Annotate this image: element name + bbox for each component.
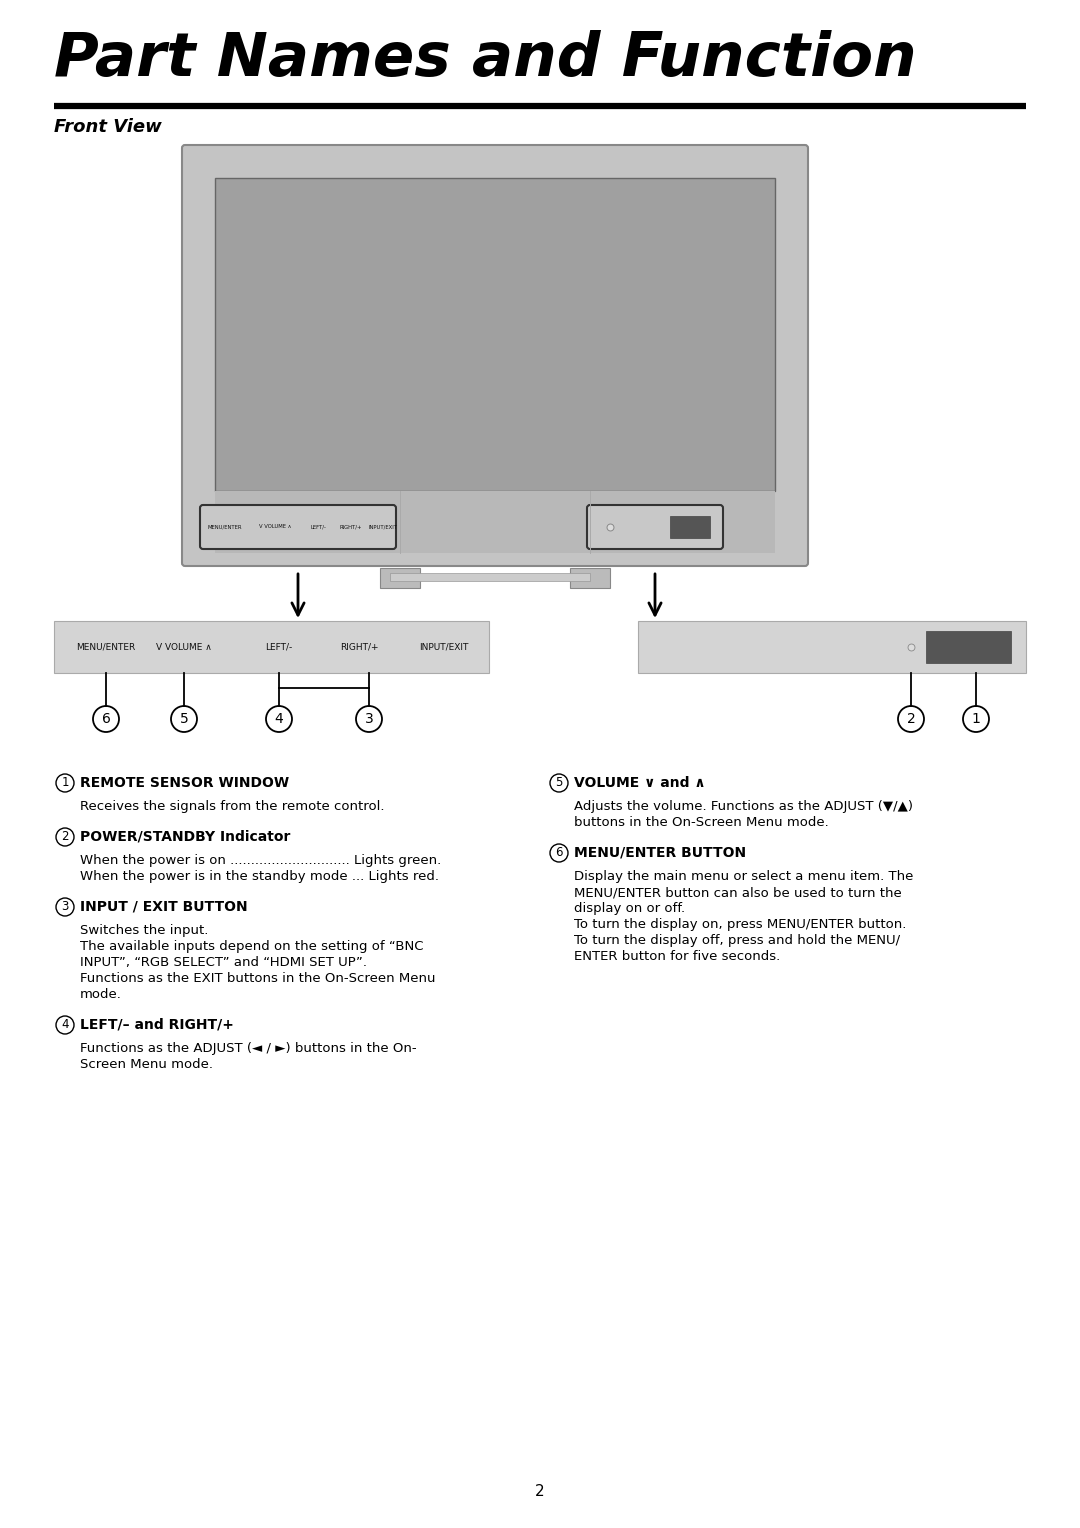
FancyBboxPatch shape [183,145,808,565]
Text: 4: 4 [62,1019,69,1031]
Circle shape [550,843,568,862]
Text: display on or off.: display on or off. [573,902,685,915]
Circle shape [356,706,382,732]
Text: 2: 2 [62,831,69,843]
Text: Part Names and Function: Part Names and Function [54,31,917,89]
Text: LEFT/-: LEFT/- [310,524,326,530]
Text: 5: 5 [555,776,563,790]
Text: 2: 2 [906,712,916,726]
Text: 4: 4 [274,712,283,726]
Text: V VOLUME ∧: V VOLUME ∧ [259,524,292,530]
Text: VOLUME ∨ and ∧: VOLUME ∨ and ∧ [573,776,705,790]
Text: To turn the display off, press and hold the MENU/: To turn the display off, press and hold … [573,934,900,947]
Bar [215,490,775,553]
Text: When the power is on ............................. Lights green.: When the power is on ...................… [80,854,442,866]
Bar [638,620,1026,672]
Bar [215,177,775,490]
Text: 3: 3 [62,900,69,914]
Text: MENU/ENTER button can also be used to turn the: MENU/ENTER button can also be used to tu… [573,886,902,898]
Text: Front View: Front View [54,118,162,136]
Text: REMOTE SENSOR WINDOW: REMOTE SENSOR WINDOW [80,776,289,790]
Text: LEFT/-: LEFT/- [266,642,293,651]
Bar [380,568,420,588]
Circle shape [56,775,75,792]
Bar [390,573,590,581]
Text: 2: 2 [536,1485,544,1499]
Text: Functions as the ADJUST (◄ / ►) buttons in the On-: Functions as the ADJUST (◄ / ►) buttons … [80,1042,417,1054]
Text: mode.: mode. [80,989,122,1001]
Text: LEFT/– and RIGHT/+: LEFT/– and RIGHT/+ [80,1018,234,1031]
Circle shape [897,706,924,732]
Text: INPUT / EXIT BUTTON: INPUT / EXIT BUTTON [80,900,247,914]
Text: ENTER button for five seconds.: ENTER button for five seconds. [573,950,780,963]
Circle shape [963,706,989,732]
Bar [570,568,610,588]
Circle shape [56,898,75,915]
Text: Screen Menu mode.: Screen Menu mode. [80,1057,213,1071]
Text: Functions as the EXIT buttons in the On-Screen Menu: Functions as the EXIT buttons in the On-… [80,972,435,986]
Text: RIGHT/+: RIGHT/+ [340,642,378,651]
Circle shape [266,706,292,732]
Text: RIGHT/+: RIGHT/+ [340,524,362,530]
Text: Switches the input.: Switches the input. [80,924,208,937]
FancyBboxPatch shape [588,504,723,549]
Text: INPUT/EXIT: INPUT/EXIT [419,642,469,651]
Text: 5: 5 [179,712,188,726]
Bar [670,516,710,538]
Text: MENU/ENTER: MENU/ENTER [207,524,242,530]
Text: buttons in the On-Screen Menu mode.: buttons in the On-Screen Menu mode. [573,816,828,830]
Text: INPUT”, “RGB SELECT” and “HDMI SET UP”.: INPUT”, “RGB SELECT” and “HDMI SET UP”. [80,957,367,969]
Text: POWER/STANDBY Indicator: POWER/STANDBY Indicator [80,830,291,843]
Text: MENU/ENTER BUTTON: MENU/ENTER BUTTON [573,847,746,860]
Text: The available inputs depend on the setting of “BNC: The available inputs depend on the setti… [80,940,423,953]
Text: Adjusts the volume. Functions as the ADJUST (▼/▲): Adjusts the volume. Functions as the ADJ… [573,801,913,813]
Bar [54,620,489,672]
Text: Display the main menu or select a menu item. The: Display the main menu or select a menu i… [573,869,914,883]
Circle shape [56,1016,75,1034]
Circle shape [93,706,119,732]
Text: MENU/ENTER: MENU/ENTER [77,642,136,651]
Bar [926,631,1011,663]
Text: 6: 6 [102,712,110,726]
Text: 3: 3 [365,712,374,726]
Text: 1: 1 [62,776,69,790]
Text: 6: 6 [555,847,563,859]
Text: INPUT/EXIT: INPUT/EXIT [368,524,397,530]
Circle shape [550,775,568,792]
Circle shape [56,828,75,847]
Text: V VOLUME ∧: V VOLUME ∧ [157,642,212,651]
Text: When the power is in the standby mode ... Lights red.: When the power is in the standby mode ..… [80,869,438,883]
Text: 1: 1 [972,712,981,726]
Circle shape [171,706,197,732]
Text: To turn the display on, press MENU/ENTER button.: To turn the display on, press MENU/ENTER… [573,918,906,931]
Text: Receives the signals from the remote control.: Receives the signals from the remote con… [80,801,384,813]
FancyBboxPatch shape [200,504,396,549]
